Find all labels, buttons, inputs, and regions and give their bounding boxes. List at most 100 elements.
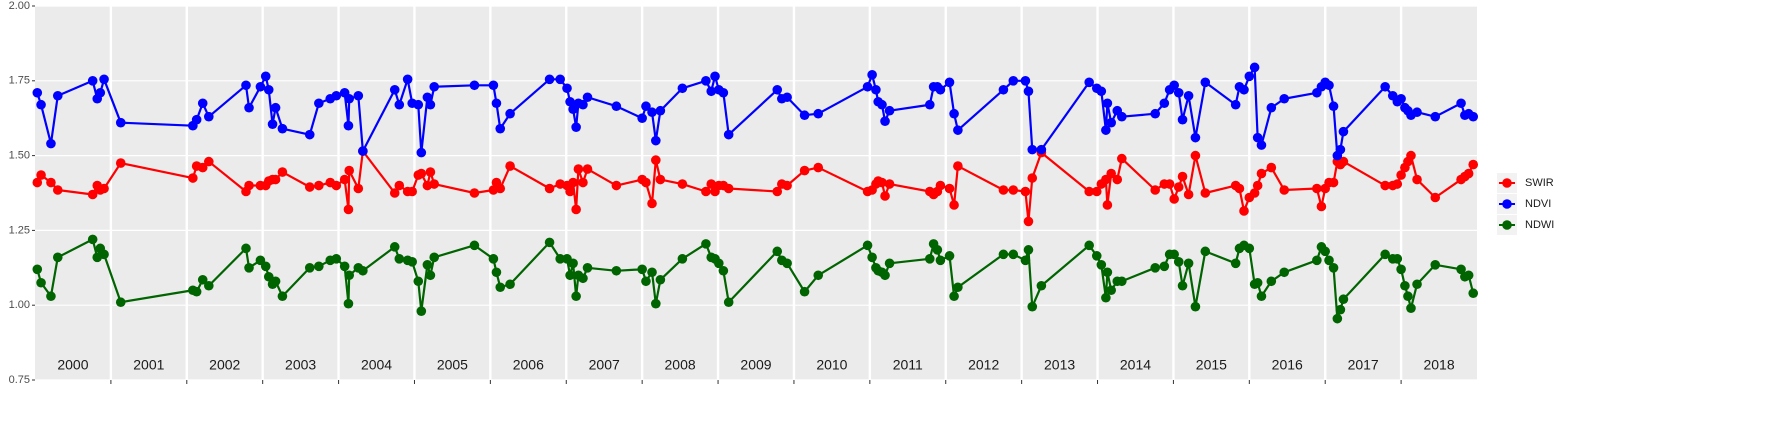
data-point	[203, 156, 214, 167]
data-point	[813, 162, 824, 173]
data-point	[1023, 245, 1034, 255]
data-point	[425, 99, 436, 110]
data-point	[1266, 162, 1277, 173]
data-point	[416, 147, 427, 158]
data-point	[1190, 150, 1201, 161]
data-point	[191, 114, 202, 125]
data-point	[1406, 150, 1416, 161]
data-point	[1200, 188, 1211, 198]
data-point	[651, 298, 661, 309]
data-point	[924, 99, 935, 110]
year-label: 2005	[437, 357, 468, 373]
data-point	[339, 174, 350, 185]
data-point	[260, 261, 271, 272]
data-point	[402, 74, 413, 85]
data-point	[344, 93, 355, 104]
data-point	[1335, 304, 1346, 315]
data-point	[263, 271, 274, 282]
data-point	[1338, 126, 1349, 137]
data-point	[582, 164, 593, 174]
data-point	[998, 185, 1009, 195]
data-point	[1106, 285, 1116, 296]
data-point	[331, 254, 342, 264]
data-point	[394, 180, 405, 191]
data-point	[1412, 107, 1422, 118]
data-point	[706, 86, 717, 97]
data-point	[389, 242, 400, 252]
data-point	[1230, 99, 1241, 110]
year-label: 2014	[1120, 357, 1151, 373]
data-point	[1252, 132, 1263, 143]
data-point	[1468, 159, 1479, 170]
data-point	[87, 189, 98, 200]
data-point	[1252, 180, 1263, 191]
data-point	[203, 111, 214, 122]
data-point	[1023, 216, 1034, 227]
data-point	[115, 117, 126, 128]
data-point	[87, 76, 98, 86]
year-label: 2007	[589, 357, 620, 373]
data-point	[1173, 87, 1184, 98]
data-point	[277, 291, 288, 302]
data-point	[1403, 291, 1413, 302]
data-point	[1008, 76, 1019, 86]
data-point	[641, 276, 651, 287]
year-label: 2009	[740, 357, 771, 373]
data-point	[565, 96, 575, 107]
data-point	[877, 99, 887, 110]
data-point	[1177, 280, 1188, 291]
data-point	[1249, 188, 1260, 198]
data-point	[32, 177, 43, 188]
plot-panel	[35, 6, 1477, 380]
data-point	[488, 254, 499, 264]
data-point	[314, 261, 324, 272]
data-point	[1328, 263, 1339, 273]
data-point	[1190, 301, 1201, 312]
data-point	[505, 279, 515, 290]
data-point	[953, 161, 963, 171]
data-point	[495, 282, 506, 293]
data-point	[188, 173, 198, 183]
data-point	[1396, 170, 1406, 180]
data-point	[52, 90, 63, 101]
data-point	[1102, 267, 1113, 278]
y-tick-label: 2.00	[9, 0, 30, 12]
year-label: 2003	[285, 357, 316, 373]
data-point	[344, 165, 355, 176]
data-point	[677, 83, 688, 94]
data-point	[115, 297, 126, 308]
data-point	[1027, 144, 1038, 155]
data-point	[36, 170, 46, 180]
data-point	[611, 180, 622, 191]
data-point	[339, 261, 350, 272]
data-point	[36, 99, 46, 110]
data-point	[1324, 80, 1334, 91]
data-point	[953, 125, 963, 135]
data-point	[1159, 98, 1170, 109]
year-label: 2011	[893, 357, 923, 373]
data-point	[1084, 186, 1094, 197]
data-point	[710, 71, 720, 82]
data-point	[197, 98, 208, 109]
year-label: 2000	[57, 357, 88, 373]
data-point	[1117, 111, 1127, 122]
data-point	[1102, 200, 1113, 210]
data-point	[1244, 243, 1255, 254]
data-point	[1036, 144, 1047, 155]
data-point	[46, 291, 56, 302]
y-tick-label: 1.00	[9, 299, 30, 311]
data-point	[416, 168, 427, 179]
data-point	[469, 240, 480, 251]
data-point	[491, 267, 502, 278]
y-tick-label: 1.50	[9, 150, 30, 162]
data-point	[867, 70, 877, 80]
year-label: 2010	[816, 357, 847, 373]
data-point	[677, 254, 688, 264]
data-point	[413, 276, 424, 287]
data-point	[1169, 194, 1179, 204]
data-point	[1117, 153, 1127, 164]
data-point	[1027, 173, 1038, 183]
data-point	[1380, 81, 1390, 92]
data-point	[813, 108, 824, 119]
data-point	[429, 252, 440, 263]
